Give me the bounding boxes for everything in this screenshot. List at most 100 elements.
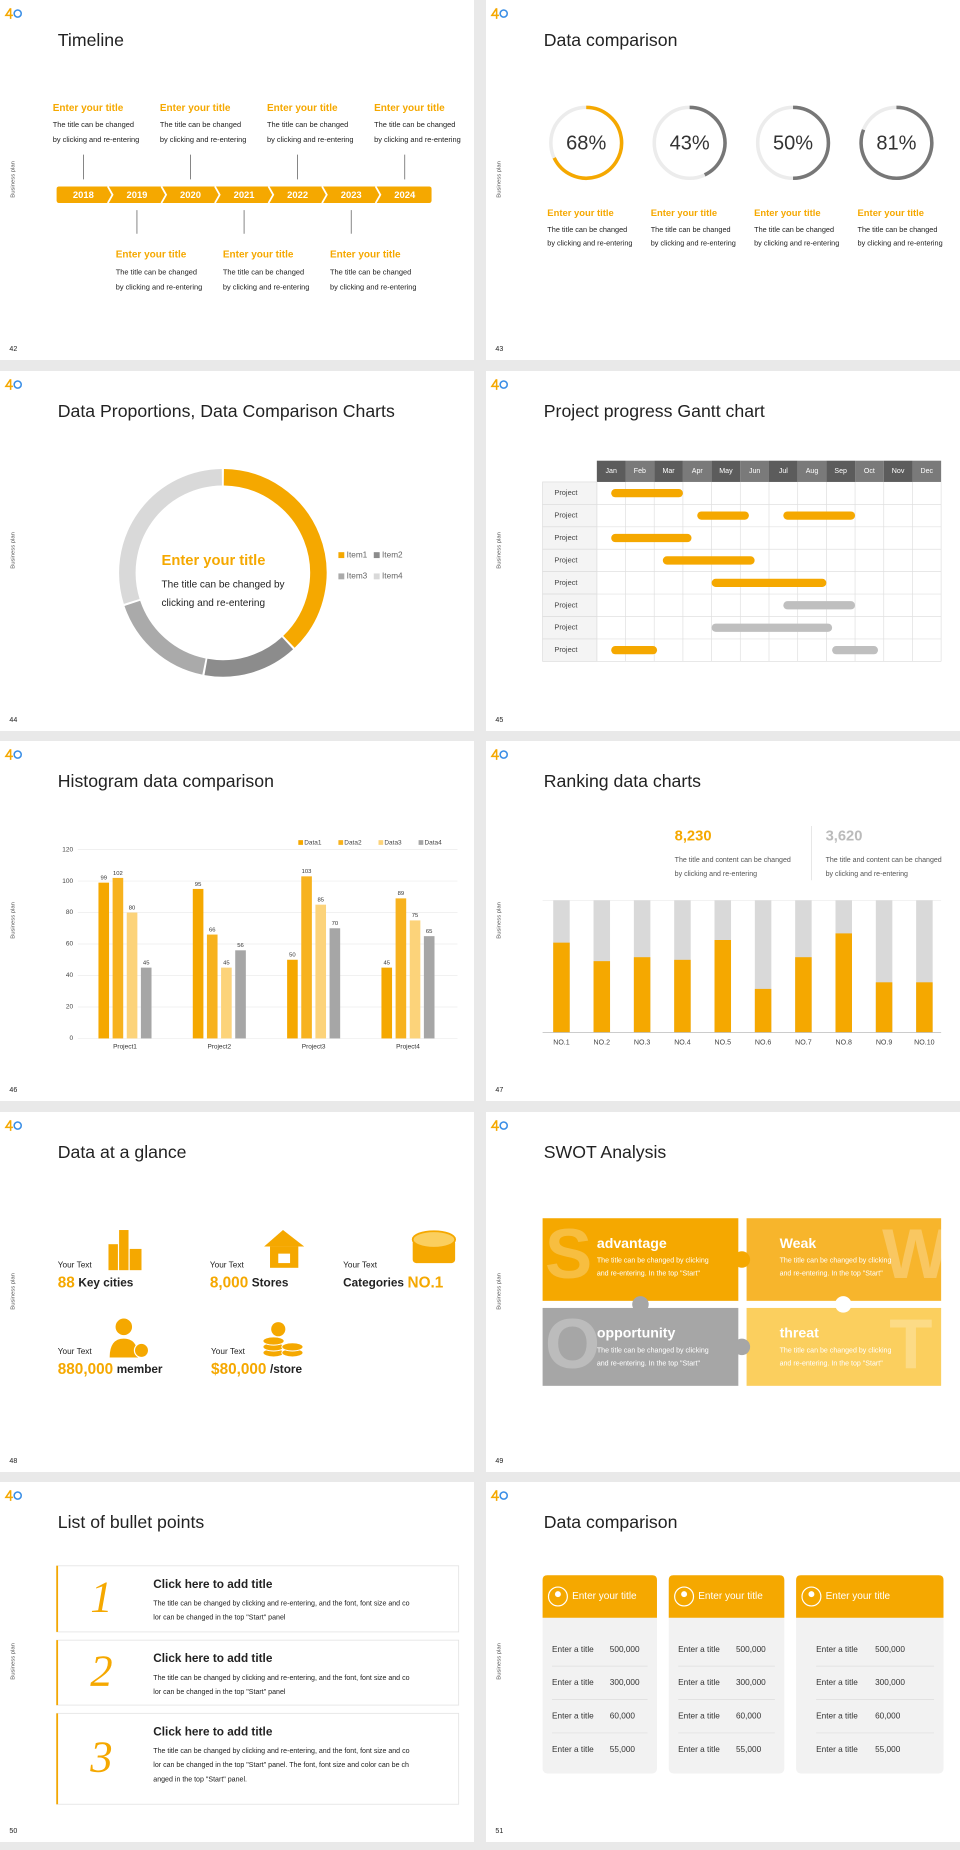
ring-label: 50% <box>773 132 813 154</box>
row-label: Project <box>554 645 577 654</box>
card-icon <box>808 1591 815 1598</box>
card-header <box>542 1575 657 1618</box>
slide-number: 51 <box>495 1828 503 1835</box>
side-label: Business plan <box>497 532 503 569</box>
x-tick-label: Project2 <box>207 1043 231 1050</box>
bar <box>287 959 298 1039</box>
bar <box>875 982 893 1033</box>
slide-title: Project progress Gantt chart <box>544 401 765 421</box>
logo <box>490 748 499 760</box>
side-label: Business plan <box>11 902 17 939</box>
swot-text: The title can be changed by clicking <box>780 1347 892 1354</box>
item-title: Enter your title <box>754 207 820 218</box>
y-tick-label: 120 <box>62 846 73 853</box>
donut-segment <box>124 600 206 675</box>
ring-arc <box>689 105 727 177</box>
month-header <box>826 460 856 482</box>
item-value: Categories NO.1 <box>343 1275 444 1292</box>
logo <box>499 1121 508 1130</box>
legend-label: Data3 <box>384 840 402 847</box>
knob <box>835 1296 852 1313</box>
legend-label: Data1 <box>304 840 322 847</box>
item-text: by clicking and re-entering <box>754 239 839 248</box>
row-value: 55,000 <box>736 1745 762 1754</box>
legend-label: Item2 <box>382 550 403 559</box>
bar <box>395 898 407 1039</box>
legend-label: Data4 <box>424 840 442 847</box>
bar-label: 50 <box>289 953 296 959</box>
bar-label: 56 <box>237 943 244 949</box>
row-label: Project <box>554 555 577 564</box>
item-text: The title can be changed <box>547 225 627 234</box>
item-value: $80,000/store <box>211 1361 302 1378</box>
bar <box>633 957 651 1033</box>
bar <box>916 982 933 1033</box>
bar <box>98 882 110 1039</box>
stat-value: 3,620 <box>826 828 863 844</box>
icon <box>411 1230 457 1249</box>
item-text: by clicking and re-entering <box>223 282 310 291</box>
bullet-number: 2 <box>90 1645 112 1695</box>
slide-title: Timeline <box>58 30 124 50</box>
bar-label: 45 <box>383 960 390 966</box>
row-label: Project <box>554 578 577 587</box>
month-header <box>855 460 884 482</box>
icon <box>278 1253 291 1264</box>
bar <box>553 942 570 1033</box>
slide-number: 42 <box>9 346 17 353</box>
row-value: 300,000 <box>875 1678 905 1687</box>
value-unit: /store <box>270 1363 303 1376</box>
month-header <box>883 460 913 482</box>
stat-value: 8,230 <box>675 828 712 844</box>
stat-text: by clicking and re-entering <box>675 871 757 878</box>
item-text: The title can be changed <box>160 120 241 129</box>
separator <box>321 186 328 204</box>
item-value: 88 Key cities <box>58 1275 134 1292</box>
bar-label: 103 <box>302 869 313 875</box>
side-label: Business plan <box>11 1643 17 1680</box>
card-title: Enter your title <box>572 1591 637 1602</box>
legend-swatch <box>378 840 384 845</box>
knob <box>733 1338 751 1356</box>
legend-label: Item4 <box>382 572 403 581</box>
bullet-text: The title can be changed by clicking and… <box>153 1675 409 1682</box>
bullet-title: Click here to add title <box>153 1725 273 1738</box>
separator <box>214 186 221 204</box>
month-header <box>768 460 798 482</box>
item-label: Your Text <box>210 1261 245 1270</box>
y-tick-label: 20 <box>66 1004 74 1011</box>
item-label: Your Text <box>58 1261 93 1270</box>
bullet-text: lor can be changed in the top "Start" pa… <box>153 1762 409 1769</box>
slide: Business plan 46 Histogram data comparison… <box>0 741 474 1101</box>
slide-number: 49 <box>495 1458 503 1465</box>
year-label: 2021 <box>234 189 255 200</box>
item-text: The title can be changed <box>858 225 938 234</box>
bar-label: 102 <box>113 871 123 877</box>
logo <box>13 9 22 18</box>
bullet-box <box>56 1565 460 1633</box>
bullet-box <box>56 1639 460 1706</box>
item-title: Enter your title <box>374 103 445 114</box>
row-label: Enter a title <box>816 1678 858 1687</box>
swot-text: and re-entering. In the top "Start" <box>780 1360 884 1367</box>
bar <box>409 920 421 1039</box>
swot-tile <box>746 1218 942 1301</box>
slide: Business plan 43 Data comparison 68% Enter y… <box>486 0 960 360</box>
timeline-bar <box>56 186 432 204</box>
month-label: Jan <box>605 468 616 475</box>
gantt-bar <box>662 556 755 565</box>
slide-number: 50 <box>9 1828 17 1835</box>
donut-segment <box>119 468 223 604</box>
x-tick-label: Project3 <box>302 1043 326 1050</box>
month-header <box>596 460 626 482</box>
category-label: NO.3 <box>634 1039 651 1046</box>
bullet-number: 1 <box>90 1571 112 1621</box>
category-label: NO.8 <box>836 1039 853 1046</box>
category-label: NO.6 <box>755 1039 772 1046</box>
bar <box>423 936 435 1039</box>
icon <box>133 1342 150 1359</box>
card-title: Enter your title <box>698 1591 763 1602</box>
center-text: The title can be changed by <box>162 579 285 590</box>
knob <box>733 1251 751 1268</box>
